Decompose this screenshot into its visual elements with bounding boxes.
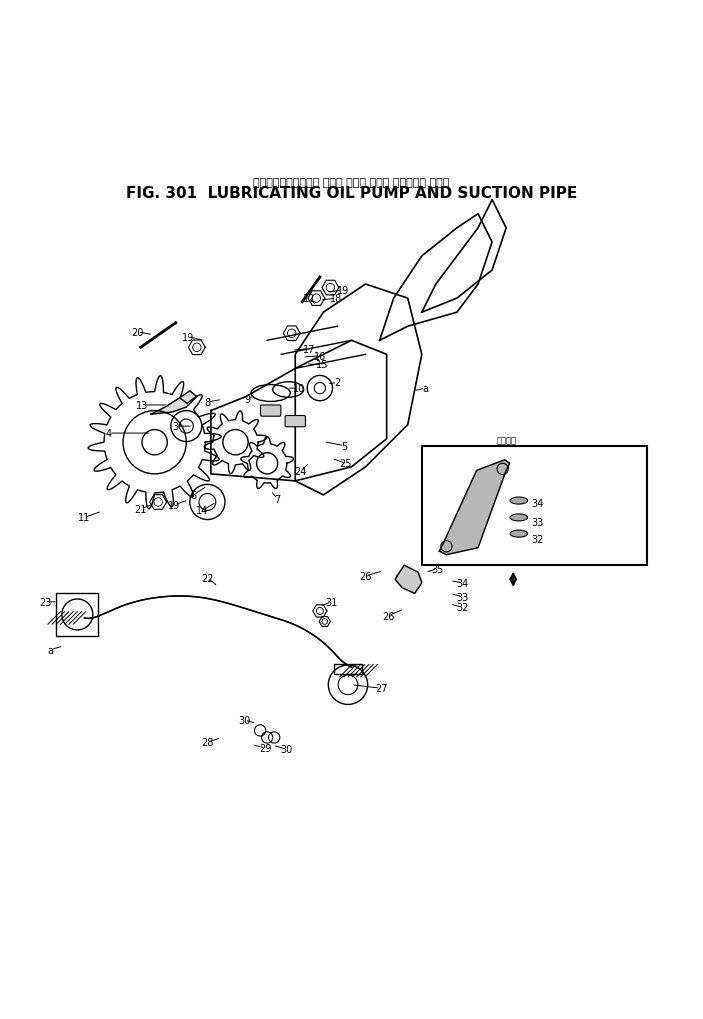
Polygon shape: [439, 461, 510, 555]
Text: 12: 12: [303, 293, 316, 304]
Text: 13: 13: [136, 400, 148, 411]
Text: 14: 14: [196, 505, 209, 516]
Text: a: a: [48, 645, 53, 655]
Text: 4: 4: [106, 429, 112, 438]
Text: a: a: [423, 384, 428, 393]
Polygon shape: [395, 566, 422, 594]
Text: GD405A Engine No.10421～: GD405A Engine No.10421～: [492, 470, 598, 479]
Text: 25: 25: [340, 459, 352, 469]
Text: 32: 32: [456, 603, 469, 612]
Text: 23: 23: [39, 597, 52, 607]
Text: 11: 11: [78, 513, 91, 523]
Text: 26: 26: [359, 572, 372, 581]
Text: 6: 6: [191, 490, 196, 500]
Text: 15: 15: [316, 360, 328, 370]
Text: 19: 19: [168, 500, 181, 511]
Text: 9: 9: [245, 395, 250, 405]
Bar: [422, 446, 647, 566]
Text: 34: 34: [456, 578, 469, 588]
Text: 適用号機: 適用号機: [496, 436, 516, 445]
Text: 33: 33: [531, 518, 544, 527]
Text: 26: 26: [382, 611, 394, 622]
Text: 10: 10: [292, 384, 305, 393]
Text: 20: 20: [131, 327, 143, 337]
Text: 29: 29: [259, 743, 272, 753]
Text: 27: 27: [375, 684, 387, 694]
Polygon shape: [151, 391, 197, 415]
Ellipse shape: [510, 497, 527, 504]
Text: 7: 7: [275, 494, 280, 504]
Text: 31: 31: [325, 597, 338, 607]
Text: 30: 30: [280, 745, 293, 755]
Text: 5: 5: [342, 441, 347, 451]
Text: 28: 28: [201, 738, 214, 748]
Bar: [56, 594, 98, 636]
Text: 3: 3: [173, 422, 179, 432]
Text: 30: 30: [238, 715, 251, 726]
Text: 34: 34: [531, 499, 544, 508]
Text: W70    Engine No.10421～: W70 Engine No.10421～: [492, 447, 598, 457]
Bar: [334, 664, 362, 675]
Text: 8: 8: [205, 397, 210, 408]
Text: FIG. 301  LUBRICATING OIL PUMP AND SUCTION PIPE: FIG. 301 LUBRICATING OIL PUMP AND SUCTIO…: [126, 185, 577, 201]
Text: 16: 16: [314, 352, 326, 362]
Text: 32: 32: [531, 534, 544, 544]
Text: 520B   Engine No.10421～: 520B Engine No.10421～: [492, 459, 598, 468]
Ellipse shape: [510, 515, 527, 522]
Text: 33: 33: [456, 592, 469, 602]
Text: 17: 17: [303, 344, 316, 355]
Ellipse shape: [510, 531, 527, 538]
Text: 24: 24: [295, 467, 307, 477]
FancyBboxPatch shape: [285, 416, 305, 427]
Text: 35: 35: [431, 565, 444, 574]
Text: 22: 22: [201, 574, 214, 583]
Text: 19: 19: [337, 285, 349, 296]
Text: 18: 18: [330, 293, 342, 304]
Text: 19: 19: [182, 332, 195, 342]
Text: ルーブリケーティング オイル ポンプ および サクション パイプ: ルーブリケーティング オイル ポンプ および サクション パイプ: [253, 178, 450, 187]
Text: 2: 2: [335, 378, 340, 388]
Text: 21: 21: [134, 504, 147, 515]
FancyBboxPatch shape: [260, 406, 280, 417]
